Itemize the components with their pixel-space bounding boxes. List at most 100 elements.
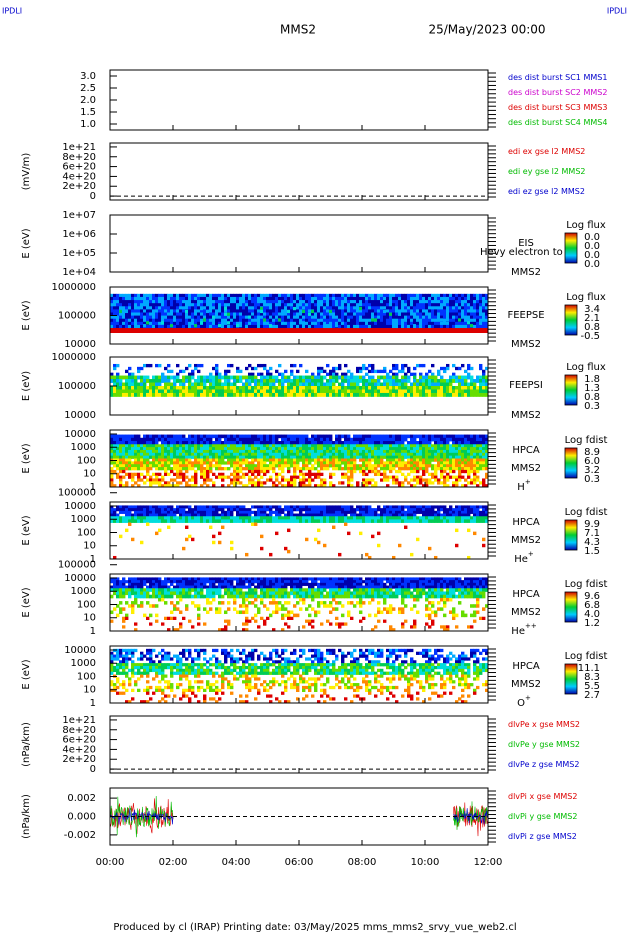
spectrogram-cell [188,455,192,459]
spectrogram-cell [326,293,330,298]
spectrogram-cell [161,484,165,488]
spectrogram-cell [191,328,195,331]
spectrogram-cell [155,508,159,512]
spectrogram-cell [203,379,207,383]
spectrogram-cell [482,441,486,445]
spectrogram-cell [173,449,177,454]
spectrogram-cell [392,330,396,333]
spectrogram-cell [320,389,324,394]
spectrogram-cell [254,312,258,317]
spectrogram-cell [164,469,168,474]
spectrogram-cell [446,467,450,471]
spectrogram-cell [308,318,312,323]
spectrogram-cell [146,303,150,307]
spectrogram-cell [404,478,408,482]
spectrogram-cell [476,447,480,451]
spectrogram-cell [287,324,291,329]
spectrogram-cell [113,555,117,560]
spectrogram-cell [434,455,438,459]
spectrogram-cell [290,484,294,488]
spectrogram-cell [269,434,273,439]
spectrogram-cell [194,379,198,383]
spectrogram-cell [116,386,120,390]
spectrogram-cell [422,444,426,448]
spectrogram-cell [110,328,114,331]
spectrogram-cell [308,469,312,474]
spectrogram-cell [134,505,138,509]
spectrogram-cell [227,519,231,523]
spectrogram-cell [326,461,330,465]
spectrogram-cell [464,392,468,397]
spectrogram-cell [314,447,318,451]
spectrogram-cell [167,464,171,468]
spectrogram-cell [404,363,408,368]
spectrogram-cell [272,389,276,394]
spectrogram-cell [458,449,462,454]
spectrogram-cell [155,513,159,517]
spectrogram-cell [449,330,453,333]
spectrogram-cell [131,315,135,320]
spectrogram-cell [155,386,159,390]
spectrogram-cell [212,508,216,512]
spectrogram-cell [161,300,165,304]
spectrogram-cell [410,309,414,313]
spectrogram-cell [158,519,162,523]
spectrogram-cell [113,303,117,307]
spectrogram-cell [251,386,255,390]
spectrogram-cell [215,392,219,397]
spectrogram-cell [131,516,135,520]
spectrogram-cell [119,464,123,468]
spectrogram-cell [323,437,327,442]
spectrogram-cell [317,452,321,457]
spectrogram-cell [317,312,321,317]
spectrogram-cell [194,306,198,310]
spectrogram-cell [359,452,363,457]
spectrogram-cell [182,475,186,479]
spectrogram-cell [251,293,255,298]
spectrogram-cell [374,484,378,488]
spectrogram-cell [302,472,306,476]
spectrogram-cell [218,312,222,317]
spectrogram-cell [275,455,279,459]
spectrogram-cell [368,444,372,448]
spectrogram-cell [158,293,162,298]
spectrogram-cell [440,444,444,448]
spectrogram-cell [428,306,432,310]
spectrogram-cell [362,309,366,313]
spectrogram-cell [362,330,366,333]
spectrogram-cell [482,452,486,457]
spectrogram-cell [194,449,198,454]
spectrogram-cell [170,455,174,459]
spectrogram-cell [314,309,318,313]
spectrogram-cell [404,386,408,390]
spectrogram-cell [365,328,369,331]
spectrogram-cell [323,318,327,323]
spectrogram-cell [227,452,231,457]
spectrogram-cell [401,366,405,371]
spectrogram-cell [236,296,240,301]
spectrogram-cell [251,434,255,439]
spectrogram-cell [143,441,147,445]
spectrogram-cell [422,452,426,457]
spectrogram-cell [323,375,327,380]
spectrogram-cell [473,389,477,394]
spectrogram-cell [233,447,237,451]
spectrogram-cell [236,293,240,298]
spectrogram-cell [236,475,240,479]
y-tick-label: 1e+21 [62,142,96,153]
spectrogram-cell [365,461,369,465]
spectrogram-cell [365,447,369,451]
spectrogram-cell [455,386,459,390]
spectrogram-cell [338,447,342,451]
spectrogram-cell [287,513,291,517]
spectrogram-cell [266,464,270,468]
spectrogram-cell [113,464,117,468]
spectrogram-cell [365,484,369,488]
spectrogram-cell [431,296,435,301]
spectrogram-cell [164,505,168,509]
spectrogram-cell [137,309,141,313]
spectrogram-cell [422,382,426,387]
spectrogram-cell [329,293,333,298]
spectrogram-cell [125,444,129,448]
spectrogram-cell [188,312,192,317]
